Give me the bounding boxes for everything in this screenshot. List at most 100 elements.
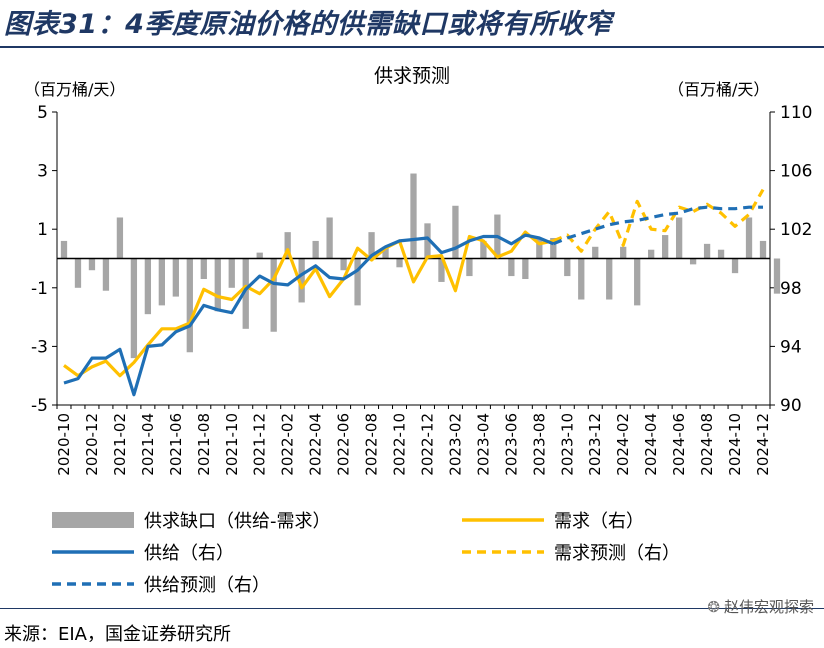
x-tick-label: 2024-08: [698, 413, 716, 476]
gap-bar: [480, 240, 487, 259]
gap-bar: [158, 258, 165, 306]
legend-label: 供给（右）: [144, 543, 234, 564]
wechat-icon: ❂: [707, 598, 720, 616]
gap-bar: [745, 217, 753, 259]
gap-bar: [550, 237, 557, 259]
gap-bar: [172, 258, 179, 297]
x-tick-label: 2020-12: [83, 413, 101, 476]
right-tick-label: 98: [780, 279, 802, 299]
left-tick-label: 1: [37, 220, 48, 240]
gap-bar: [144, 258, 152, 315]
x-tick-label: 2023-12: [586, 413, 604, 476]
x-tick-label: 2021-10: [223, 413, 241, 476]
gap-bar: [200, 258, 207, 280]
left-tick-label: -1: [31, 279, 48, 299]
gap-bar: [116, 217, 124, 259]
gap-bar: [536, 237, 543, 259]
gap-bar: [284, 232, 291, 259]
supply-forecast-line: [552, 205, 763, 246]
gap-bar: [88, 258, 96, 271]
gap-bar: [675, 217, 683, 259]
gap-bar: [396, 258, 403, 268]
right-axis-unit: （百万桶/天）: [668, 80, 769, 99]
legend-label: 供求缺口（供给-需求）: [144, 511, 331, 532]
right-tick-label: 106: [780, 162, 812, 182]
x-tick-label: 2024-06: [670, 413, 688, 476]
title-divider: [0, 46, 824, 48]
gap-bar: [522, 258, 529, 280]
watermark-text: 赵伟宏观探索: [723, 598, 814, 616]
x-tick-label: 2024-04: [642, 413, 660, 476]
x-tick-label: 2022-10: [391, 413, 409, 476]
gap-bar: [424, 223, 431, 259]
gap-bar: [130, 258, 138, 359]
x-tick-label: 2023-02: [446, 413, 464, 476]
chart-title: 供求预测: [374, 65, 450, 87]
gap-bar: [60, 240, 68, 259]
gap-bar: [606, 258, 613, 300]
supply-demand-chart: 供求预测 （百万桶/天） （百万桶/天） 5 3 1 -1 -3 -5 110 106 102 9…: [24, 65, 812, 596]
gap-bar: [620, 246, 627, 259]
gap-bar: [326, 217, 333, 259]
gap-bar: [592, 246, 599, 259]
gap-bar: [703, 243, 711, 259]
gap-bar: [564, 258, 571, 277]
x-tick-label: 2021-02: [111, 413, 129, 476]
x-tick-label: 2021-12: [251, 413, 269, 476]
gap-bar: [634, 258, 641, 306]
gap-bar: [578, 258, 585, 300]
left-tick-label: -3: [31, 337, 48, 357]
x-tick-label: 2024-12: [754, 413, 772, 476]
legend-label: 供给预测（右）: [144, 575, 270, 596]
x-tick-label: 2022-06: [335, 413, 353, 476]
demand-forecast-line: [552, 188, 765, 253]
gap-bar: [508, 258, 515, 277]
right-tick-label: 90: [780, 396, 802, 416]
gap-bar: [312, 240, 319, 259]
left-tick-label: 5: [37, 103, 48, 123]
supply-line: [63, 233, 554, 397]
x-tick-label: 2023-04: [474, 413, 492, 476]
right-tick-label: 94: [780, 337, 802, 357]
gap-bar: [382, 246, 389, 259]
gap-bar: [340, 258, 347, 271]
gap-bar: [102, 258, 110, 291]
gap-bar: [717, 249, 725, 259]
gap-bar: [242, 258, 249, 329]
x-tick-label: 2023-06: [502, 413, 520, 476]
demand-line: [63, 230, 554, 378]
gap-bar: [759, 240, 767, 259]
gap-bar: [256, 252, 263, 259]
source-note: 来源：EIA，国金证券研究所: [4, 624, 231, 645]
x-tick-label: 2021-08: [195, 413, 213, 476]
gap-bar: [186, 258, 193, 353]
left-axis-unit: （百万桶/天）: [24, 80, 125, 99]
gap-bar: [689, 258, 697, 265]
right-tick-label: 110: [780, 103, 812, 123]
gap-bar: [648, 249, 655, 259]
gap-bar: [228, 258, 235, 288]
left-tick-label: 3: [37, 162, 48, 182]
watermark: ❂ 赵伟宏观探索: [707, 596, 814, 617]
page-title: 图表31：4季度原油价格的供需缺口或将有所收窄: [4, 9, 612, 40]
x-tick-label: 2023-08: [530, 413, 548, 476]
legend-swatch-bar: [52, 512, 134, 528]
x-tick-label: 2023-10: [558, 413, 576, 476]
gap-bar: [452, 205, 459, 259]
gap-bar: [354, 258, 361, 306]
gap-bar: [74, 258, 82, 288]
x-tick-label: 2022-12: [418, 413, 436, 476]
gap-bar: [270, 258, 277, 332]
x-tick-label: 2024-02: [614, 413, 632, 476]
gap-bar: [731, 258, 739, 274]
gap-bar: [438, 258, 445, 282]
x-tick-label: 2022-04: [307, 413, 325, 476]
gap-bar: [466, 258, 473, 277]
x-tick-label: 2021-04: [139, 413, 157, 476]
x-tick-label: 2022-02: [279, 413, 297, 476]
x-tick-label: 2021-06: [167, 413, 185, 476]
right-tick-label: 102: [780, 220, 812, 240]
legend-label: 需求（右）: [554, 511, 644, 532]
x-tick-label: 2020-10: [55, 413, 73, 476]
gap-bar: [410, 173, 417, 259]
